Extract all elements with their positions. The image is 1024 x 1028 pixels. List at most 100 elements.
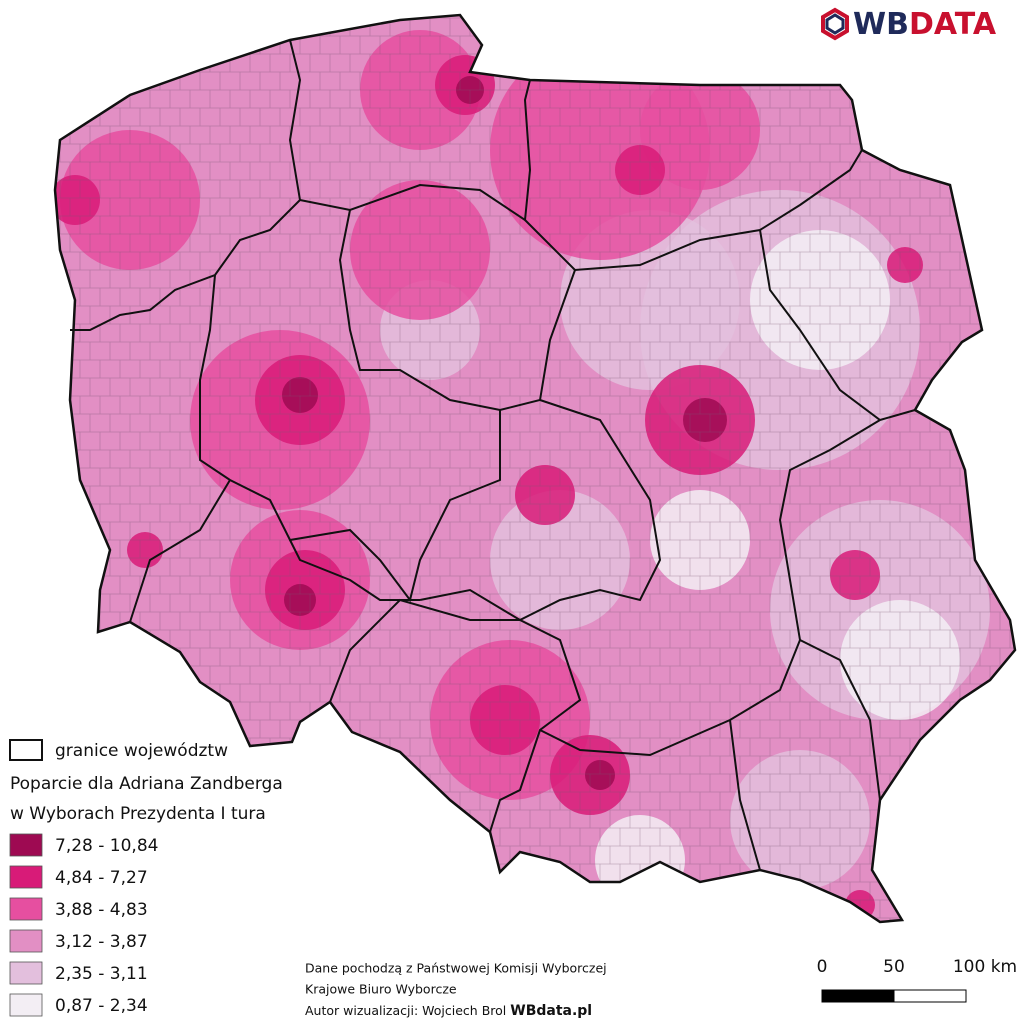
municipality <box>55 647 61 667</box>
municipality <box>199 827 221 847</box>
municipality <box>580 936 600 954</box>
municipality <box>740 1008 760 1024</box>
municipality <box>219 35 241 55</box>
municipality <box>999 215 1015 235</box>
municipality <box>139 683 161 703</box>
municipality <box>969 485 991 505</box>
municipality <box>349 881 371 901</box>
municipality <box>680 936 700 954</box>
municipality <box>439 899 461 919</box>
municipality <box>1020 972 1024 990</box>
municipality <box>10 522 30 540</box>
municipality <box>859 107 881 127</box>
municipality <box>670 990 690 1008</box>
municipality <box>999 15 1015 19</box>
municipality <box>909 125 931 145</box>
municipality <box>10 558 30 576</box>
municipality <box>10 162 30 180</box>
municipality <box>109 701 131 721</box>
municipality <box>949 89 971 109</box>
municipality <box>69 629 91 649</box>
municipality <box>409 845 431 865</box>
municipality <box>0 288 20 306</box>
municipality <box>659 35 681 55</box>
municipality <box>519 15 541 19</box>
municipality <box>959 899 981 919</box>
municipality <box>329 845 351 865</box>
municipality <box>860 936 880 954</box>
region-patch <box>683 398 727 442</box>
municipality <box>970 990 990 1008</box>
municipality <box>529 917 551 922</box>
municipality <box>739 899 761 919</box>
municipality <box>949 53 971 73</box>
municipality <box>399 827 421 847</box>
legend-label: 4,84 - 7,27 <box>55 868 148 888</box>
author: Autor wizualizacji: Wojciech Brol <box>305 1003 506 1018</box>
municipality <box>1020 72 1024 90</box>
municipality <box>999 359 1015 379</box>
municipality <box>979 107 1001 127</box>
municipality <box>589 17 611 37</box>
municipality <box>959 431 981 451</box>
municipality <box>20 0 40 18</box>
municipality <box>30 450 50 468</box>
municipality <box>30 666 50 684</box>
municipality <box>999 755 1015 775</box>
municipality <box>339 899 361 919</box>
region-patch <box>830 550 880 600</box>
municipality <box>139 35 161 55</box>
municipality <box>719 15 741 19</box>
municipality <box>1020 288 1024 306</box>
municipality <box>59 611 81 631</box>
municipality <box>250 954 270 972</box>
municipality <box>320 936 340 954</box>
municipality <box>1020 756 1024 774</box>
municipality <box>750 954 770 972</box>
municipality <box>1020 648 1024 666</box>
municipality <box>180 936 200 954</box>
municipality <box>55 377 71 397</box>
municipality <box>919 395 941 415</box>
municipality <box>740 972 760 990</box>
municipality <box>55 107 61 127</box>
municipality <box>990 990 1010 1008</box>
municipality <box>989 305 1011 325</box>
municipality <box>119 71 141 91</box>
municipality <box>339 791 361 811</box>
municipality <box>889 53 911 73</box>
municipality <box>55 413 71 433</box>
municipality <box>949 161 971 181</box>
municipality <box>1009 737 1015 757</box>
municipality <box>649 17 671 37</box>
municipality <box>1009 125 1015 145</box>
municipality <box>800 936 820 954</box>
municipality <box>690 954 710 972</box>
municipality <box>259 15 281 19</box>
region-patch <box>730 750 870 890</box>
municipality <box>169 53 191 73</box>
municipality <box>149 53 171 73</box>
municipality <box>999 503 1015 523</box>
municipality <box>999 179 1015 199</box>
municipality <box>20 288 40 306</box>
municipality <box>459 827 481 847</box>
municipality <box>20 396 40 414</box>
municipality <box>240 936 260 954</box>
municipality <box>189 881 211 901</box>
municipality <box>1020 36 1024 54</box>
municipality <box>55 557 71 577</box>
municipality <box>979 71 1001 91</box>
municipality <box>160 972 180 990</box>
municipality <box>1020 252 1024 270</box>
municipality <box>189 917 211 922</box>
municipality <box>55 17 71 37</box>
municipality <box>189 845 211 865</box>
municipality <box>1020 180 1024 198</box>
municipality <box>0 252 20 270</box>
municipality <box>79 15 101 19</box>
municipality <box>159 863 181 883</box>
municipality <box>319 899 341 919</box>
municipality <box>459 863 481 883</box>
municipality <box>179 863 201 883</box>
